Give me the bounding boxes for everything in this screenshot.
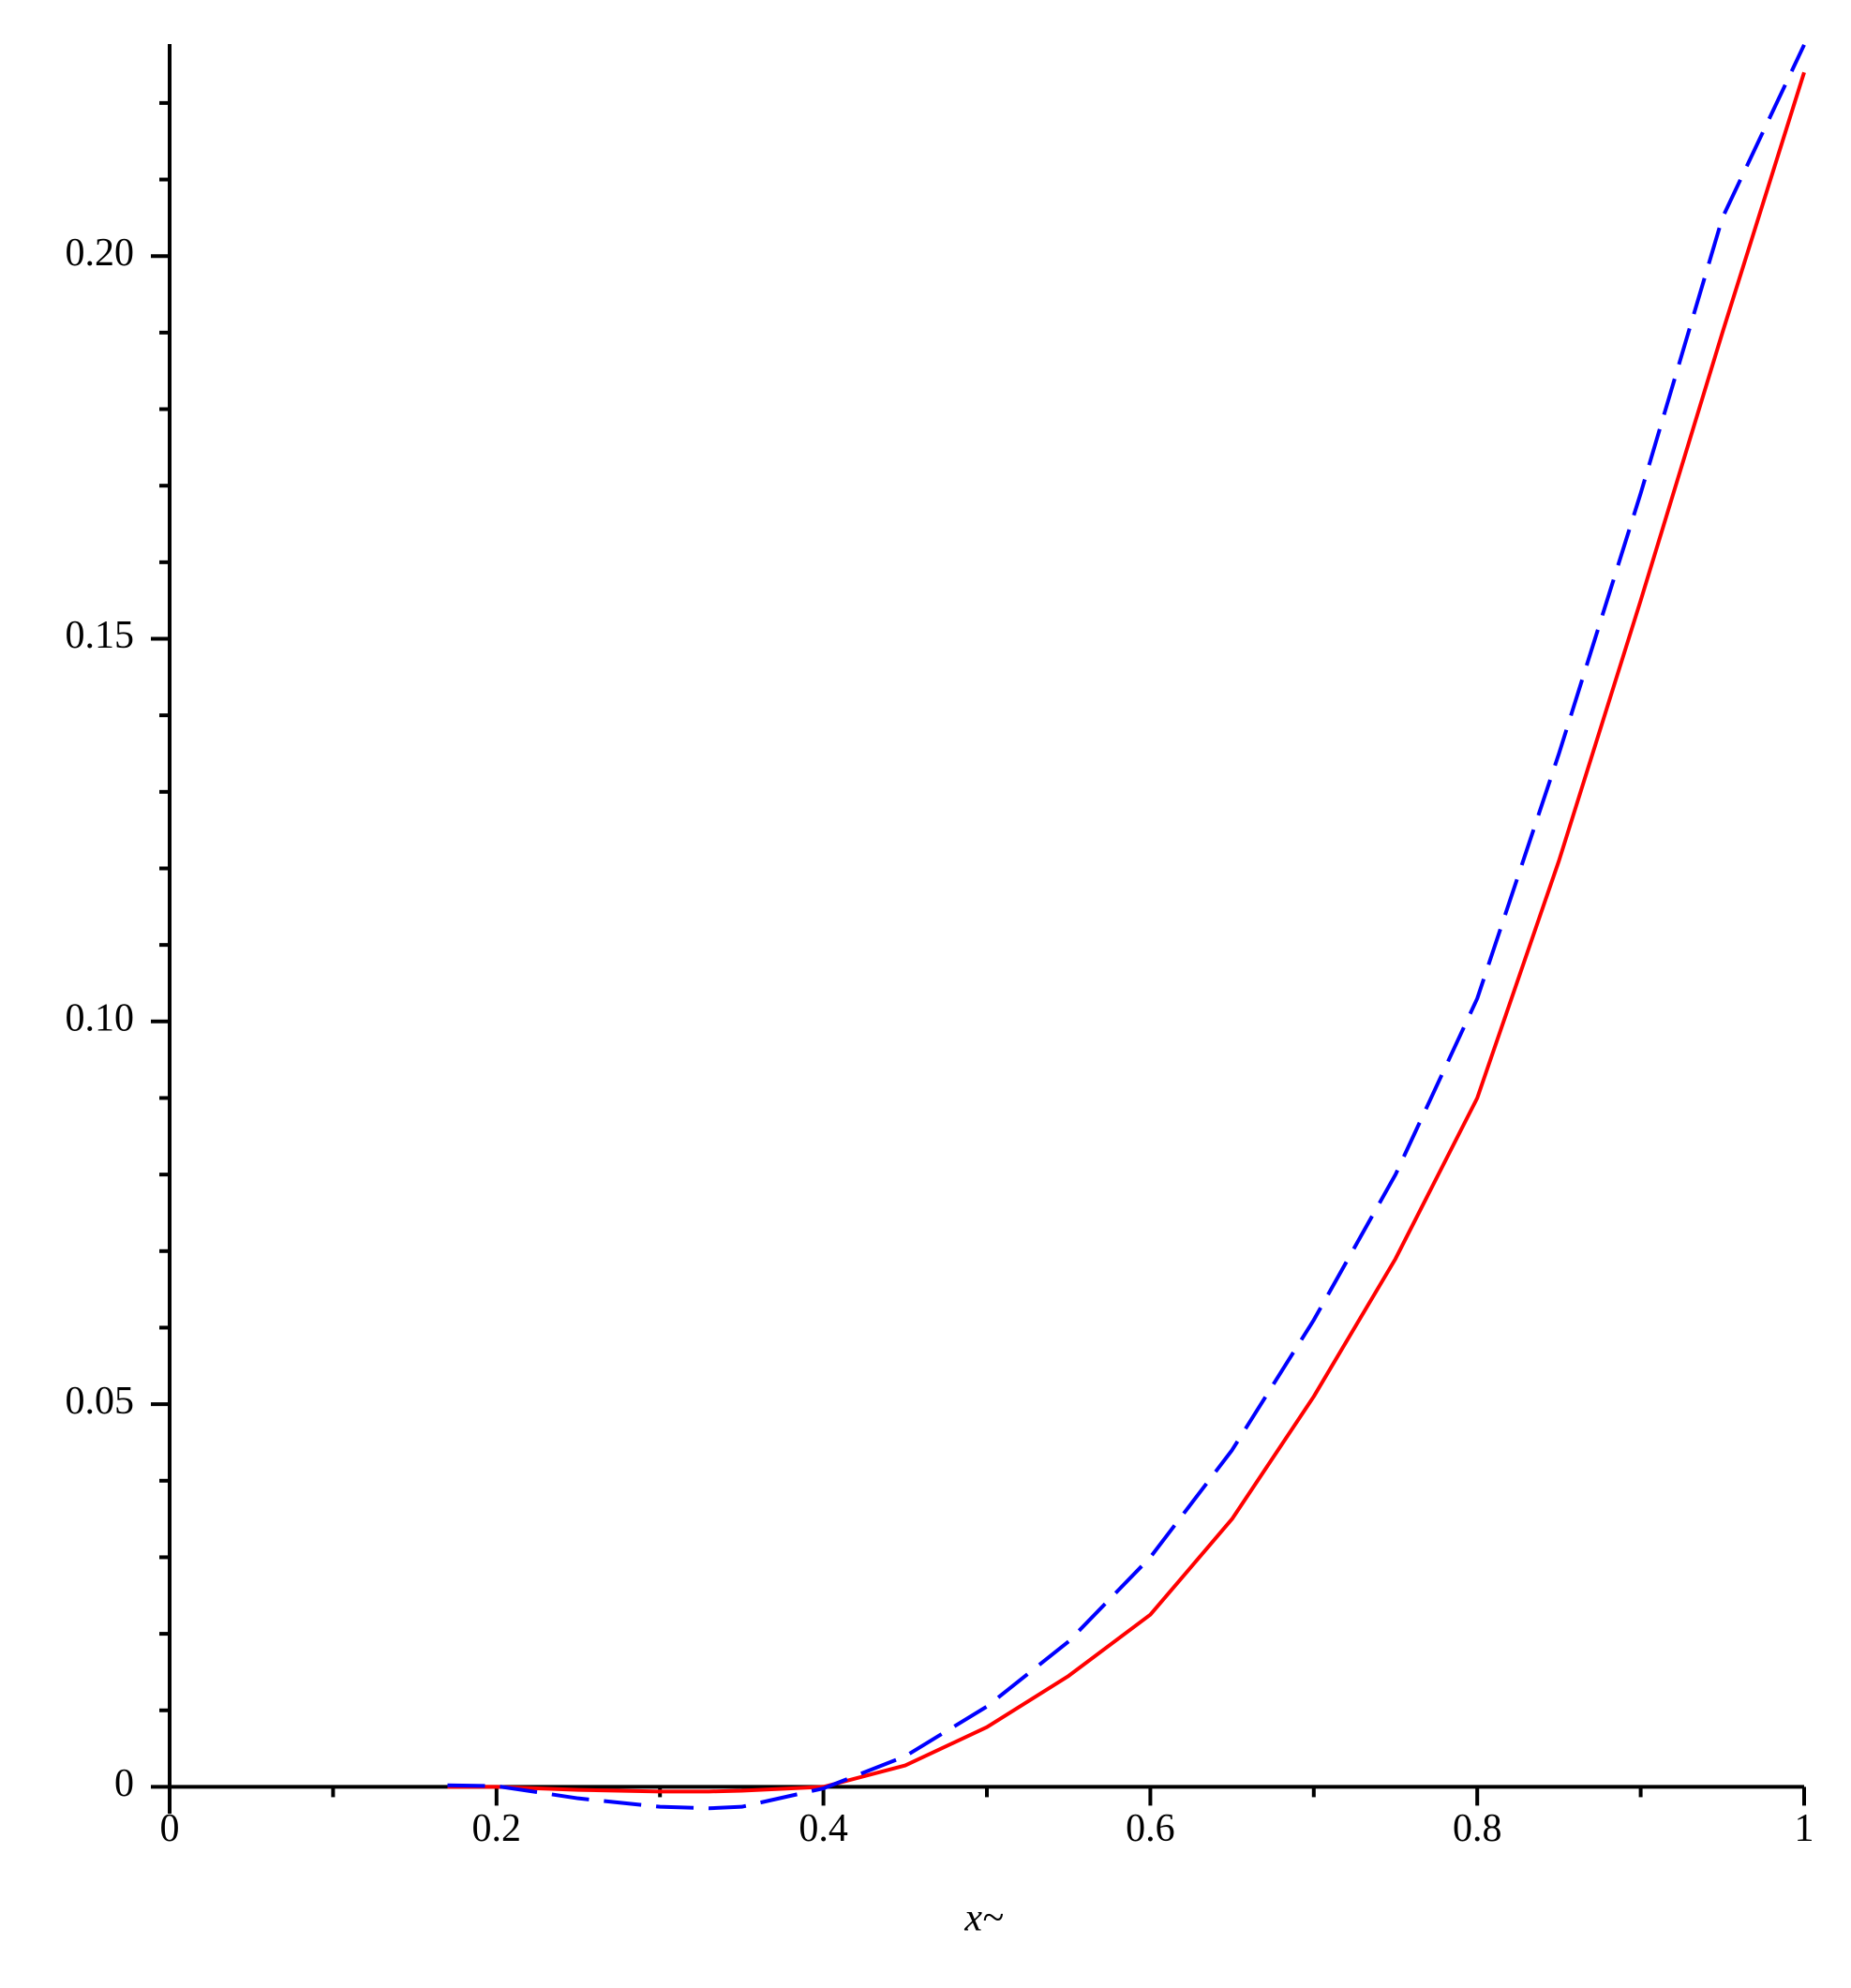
x-tick-label: 1 [1795,1807,1814,1850]
x-axis-label: x~ [963,1897,1004,1940]
x-tick-label: 0.6 [1126,1807,1175,1850]
line-series [447,43,1806,1811]
y-tick-label: 0 [114,1762,134,1805]
x-tick-label: 0.8 [1453,1807,1502,1850]
x-tick-label: 0.2 [472,1807,522,1850]
x-tick-label: 0.4 [799,1807,848,1850]
x-tick-label: 0 [160,1807,180,1850]
y-tick-label: 0.15 [66,614,135,657]
line-series [447,71,1806,1794]
y-tick-label: 0.20 [66,232,135,275]
y-tick-label: 0.10 [66,996,135,1039]
y-tick-label: 0.05 [66,1380,135,1423]
